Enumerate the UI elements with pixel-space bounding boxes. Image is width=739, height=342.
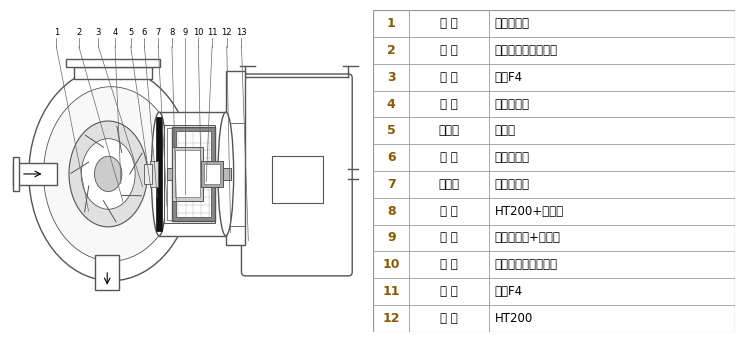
Ellipse shape	[151, 112, 167, 236]
Ellipse shape	[44, 87, 179, 261]
Text: 增强聚丙稀: 增强聚丙稀	[494, 97, 530, 110]
Text: 4: 4	[112, 28, 118, 37]
Bar	[95, 255, 119, 290]
Text: 支 架: 支 架	[440, 312, 458, 325]
Text: 叶 轮: 叶 轮	[440, 97, 458, 110]
Text: 填充F4: 填充F4	[494, 71, 522, 84]
Text: 5: 5	[387, 124, 395, 137]
Text: 10: 10	[193, 28, 204, 37]
Ellipse shape	[29, 67, 194, 281]
Bar	[66, 59, 160, 67]
Text: 隔离套: 隔离套	[439, 178, 460, 191]
Text: 填充F4: 填充F4	[494, 285, 522, 298]
Bar	[74, 67, 152, 79]
Text: 7: 7	[155, 28, 161, 37]
Text: HT200+永磁体: HT200+永磁体	[494, 205, 564, 218]
Text: 增强聚丙稀: 增强聚丙稀	[494, 178, 530, 191]
Ellipse shape	[95, 156, 122, 192]
Bar	[150, 161, 158, 187]
Text: 2: 2	[76, 28, 81, 37]
Text: 1: 1	[54, 28, 59, 37]
Text: 2: 2	[387, 44, 395, 57]
Text: 5: 5	[128, 28, 133, 37]
Bar	[167, 168, 231, 180]
Text: 隔 板: 隔 板	[440, 151, 458, 164]
Bar	[172, 127, 215, 221]
Text: 主 轴: 主 轴	[440, 258, 458, 271]
Text: 转 子: 转 子	[440, 232, 458, 245]
Ellipse shape	[81, 139, 135, 209]
Text: 1: 1	[387, 17, 395, 30]
Text: 8: 8	[387, 205, 395, 218]
Text: 7: 7	[387, 178, 395, 191]
Text: 11: 11	[207, 28, 217, 37]
Bar	[204, 164, 220, 184]
Text: 9: 9	[182, 28, 187, 37]
Text: 6: 6	[387, 151, 395, 164]
Bar	[167, 128, 212, 220]
Ellipse shape	[218, 112, 234, 236]
Text: 13: 13	[236, 28, 247, 37]
Bar	[13, 163, 57, 185]
Text: 碳化硅或氧化铝陶瓷: 碳化硅或氧化铝陶瓷	[494, 44, 557, 57]
Text: 12: 12	[383, 312, 400, 325]
Text: 碳化硅或氧化铝陶瓷: 碳化硅或氧化铝陶瓷	[494, 258, 557, 271]
Text: 外 磁: 外 磁	[440, 205, 458, 218]
Text: 密封圈: 密封圈	[439, 124, 460, 137]
Text: 增强聚丙稀: 增强聚丙稀	[494, 17, 530, 30]
Ellipse shape	[69, 121, 147, 227]
Text: 3: 3	[387, 71, 395, 84]
Bar	[226, 71, 245, 246]
Bar	[13, 157, 19, 190]
Bar	[164, 125, 215, 223]
Bar	[156, 117, 162, 231]
Text: HT200: HT200	[494, 312, 533, 325]
FancyBboxPatch shape	[242, 74, 353, 276]
Text: 泵 体: 泵 体	[440, 17, 458, 30]
Text: 3: 3	[96, 28, 101, 37]
Text: 增强聚丙稀: 增强聚丙稀	[494, 151, 530, 164]
Text: 9: 9	[387, 232, 395, 245]
Text: 6: 6	[142, 28, 147, 37]
Text: 8: 8	[169, 28, 174, 37]
Text: 4: 4	[387, 97, 395, 110]
Text: 动 环: 动 环	[440, 71, 458, 84]
Bar	[172, 146, 203, 201]
Text: 静 环: 静 环	[440, 44, 458, 57]
Bar	[175, 150, 200, 197]
Text: 轴 承: 轴 承	[440, 285, 458, 298]
Bar	[144, 164, 152, 184]
Bar	[159, 112, 226, 236]
Bar	[176, 131, 211, 217]
Text: 12: 12	[222, 28, 232, 37]
Text: 11: 11	[383, 285, 400, 298]
Text: 10: 10	[383, 258, 400, 271]
Text: 增强聚丙稀+永磁体: 增强聚丙稀+永磁体	[494, 232, 560, 245]
Text: 氟橡胶: 氟橡胶	[494, 124, 516, 137]
Bar	[272, 156, 323, 203]
Bar	[201, 161, 223, 187]
